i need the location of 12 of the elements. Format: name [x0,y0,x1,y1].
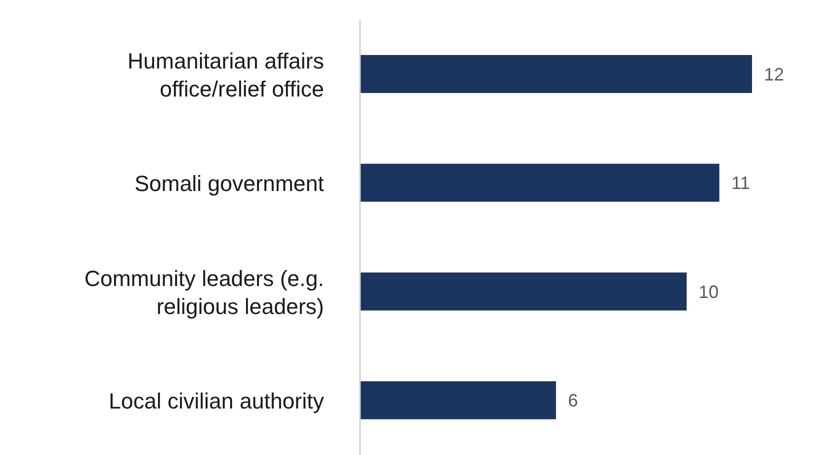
bar [360,164,720,202]
data-label: 11 [731,173,750,194]
data-label: 10 [698,282,719,302]
bar [360,381,556,420]
y-tick-label: Somali government [134,170,324,196]
y-tick-label: Local civilian authority [108,388,324,414]
y-tick-label: Community leaders (e.g. religious leaders) [84,265,324,318]
bar [360,272,687,310]
y-tick-label: Humanitarian affairs office/relief office [128,48,324,101]
data-label: 6 [568,390,578,411]
bar [360,55,752,93]
data-label: 12 [764,64,784,84]
